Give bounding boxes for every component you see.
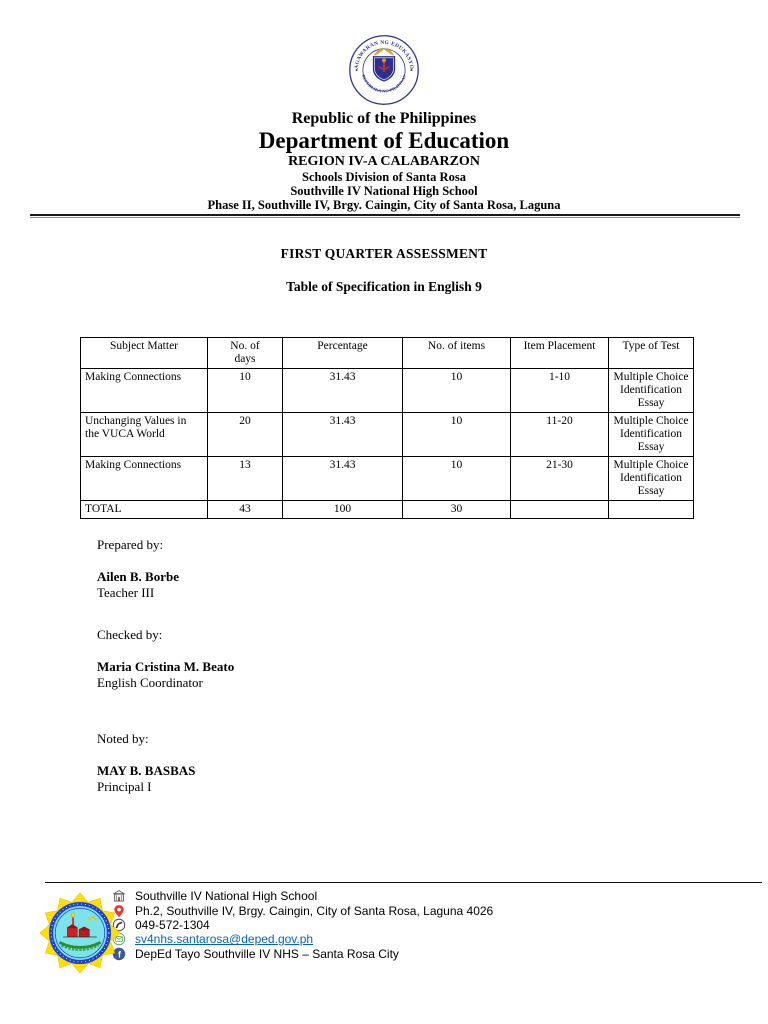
region-line: REGION IV-A CALABARZON <box>288 154 480 169</box>
footer-phone: 049-572-1304 <box>135 917 210 932</box>
table-cell: Making Connections <box>80 368 208 413</box>
table-cell: 11-20 <box>510 412 609 457</box>
signature-title: Teacher III <box>97 585 155 600</box>
table-cell: 20 <box>207 412 283 457</box>
table-cell: Multiple Choice Identification Essay <box>608 412 694 457</box>
footer-item-address: Ph.2, Southville IV, Brgy. Caingin, City… <box>112 903 768 918</box>
table-cell: Multiple Choice Identification Essay <box>608 456 694 501</box>
svg-text:f: f <box>118 949 121 959</box>
letterhead: KAGAWARAN NG EDUKASYON REPUBLIKA NG PILI… <box>0 0 768 218</box>
school-building-icon <box>112 889 126 903</box>
signature-label: Prepared by: <box>97 537 164 552</box>
table-header-cell: Type of Test <box>608 337 694 369</box>
footer-school-name: Southville IV National High School <box>135 889 318 904</box>
facebook-icon: f <box>112 947 126 961</box>
table-header-cell: Percentage <box>282 337 403 369</box>
page-footer: Southville IV National High School Ph.2,… <box>0 882 768 974</box>
table-cell: 10 <box>402 368 511 413</box>
table-cell: TOTAL <box>80 500 208 519</box>
republic-line: Republic of the Philippines <box>291 110 477 127</box>
department-line: Department of Education <box>258 128 510 153</box>
table-row: Making Connections 10 31.43 10 1-10 Mult… <box>80 368 694 413</box>
specification-table: Subject Matter No. of days Percentage No… <box>80 337 694 519</box>
table-cell: Unchanging Values in the VUCA World <box>80 412 208 457</box>
table-header-cell: No. of items <box>402 337 511 369</box>
school-line: Southville IV National High School <box>290 184 478 198</box>
table-header-cell: Subject Matter <box>80 337 208 369</box>
table-cell: 21-30 <box>510 456 609 501</box>
phone-icon <box>112 918 126 932</box>
table-cell: 1-10 <box>510 368 609 413</box>
table-cell <box>510 500 609 519</box>
table-header-row: Subject Matter No. of days Percentage No… <box>80 337 694 369</box>
table-row: Making Connections 13 31.43 10 21-30 Mul… <box>80 456 694 501</box>
footer-contact-list: Southville IV National High School Ph.2,… <box>112 889 768 961</box>
signature-name: Ailen B. Borbe <box>97 569 179 584</box>
school-seal-logo <box>39 892 121 974</box>
table-cell: 43 <box>207 500 283 519</box>
signature-block-checked: Checked by: Maria Cristina M. Beato Engl… <box>97 627 768 691</box>
footer-item-email: sv4nhs.santarosa@deped.gov.ph <box>112 932 768 946</box>
signature-block-noted: Noted by: MAY B. BASBAS Principal I <box>97 731 768 795</box>
address-line: Phase II, Southville IV, Brgy. Caingin, … <box>207 198 561 212</box>
table-cell: 31.43 <box>282 456 403 501</box>
footer-item-phone: 049-572-1304 <box>112 918 768 932</box>
table-cell: 10 <box>402 456 511 501</box>
footer-divider <box>45 882 762 883</box>
specification-title: Table of Specification in English 9 <box>286 279 482 294</box>
footer-address: Ph.2, Southville IV, Brgy. Caingin, City… <box>135 903 494 918</box>
signature-block-prepared: Prepared by: Ailen B. Borbe Teacher III <box>97 537 768 601</box>
table-cell: 31.43 <box>282 368 403 413</box>
footer-facebook-name: DepEd Tayo Southville IV NHS – Santa Ros… <box>135 946 399 961</box>
signature-name: Maria Cristina M. Beato <box>97 659 235 674</box>
header-divider <box>30 214 740 218</box>
table-cell: 13 <box>207 456 283 501</box>
table-cell: Multiple Choice Identification Essay <box>608 368 694 413</box>
assessment-title: FIRST QUARTER ASSESSMENT <box>280 246 488 261</box>
footer-email-link[interactable]: sv4nhs.santarosa@deped.gov.ph <box>135 932 314 947</box>
location-pin-icon <box>112 904 126 918</box>
signature-title: Principal I <box>97 779 152 794</box>
deped-seal-logo: KAGAWARAN NG EDUKASYON REPUBLIKA NG PILI… <box>348 34 419 105</box>
footer-item-facebook: f DepEd Tayo Southville IV NHS – Santa R… <box>112 947 768 961</box>
signature-name: MAY B. BASBAS <box>97 763 196 778</box>
table-cell: 10 <box>207 368 283 413</box>
signature-label: Checked by: <box>97 627 163 642</box>
signature-title: English Coordinator <box>97 675 203 690</box>
table-total-row: TOTAL 43 100 30 <box>80 500 694 519</box>
table-row: Unchanging Values in the VUCA World 20 3… <box>80 412 694 457</box>
division-line: Schools Division of Santa Rosa <box>302 170 466 184</box>
table-cell: 31.43 <box>282 412 403 457</box>
table-cell: 10 <box>402 412 511 457</box>
table-header-cell: No. of days <box>207 337 283 369</box>
table-header-cell: Item Placement <box>510 337 609 369</box>
footer-item-school: Southville IV National High School <box>112 889 768 903</box>
table-cell: 100 <box>282 500 403 519</box>
table-cell <box>608 500 694 519</box>
signature-label: Noted by: <box>97 731 149 746</box>
table-cell: 30 <box>402 500 511 519</box>
table-cell: Making Connections <box>80 456 208 501</box>
